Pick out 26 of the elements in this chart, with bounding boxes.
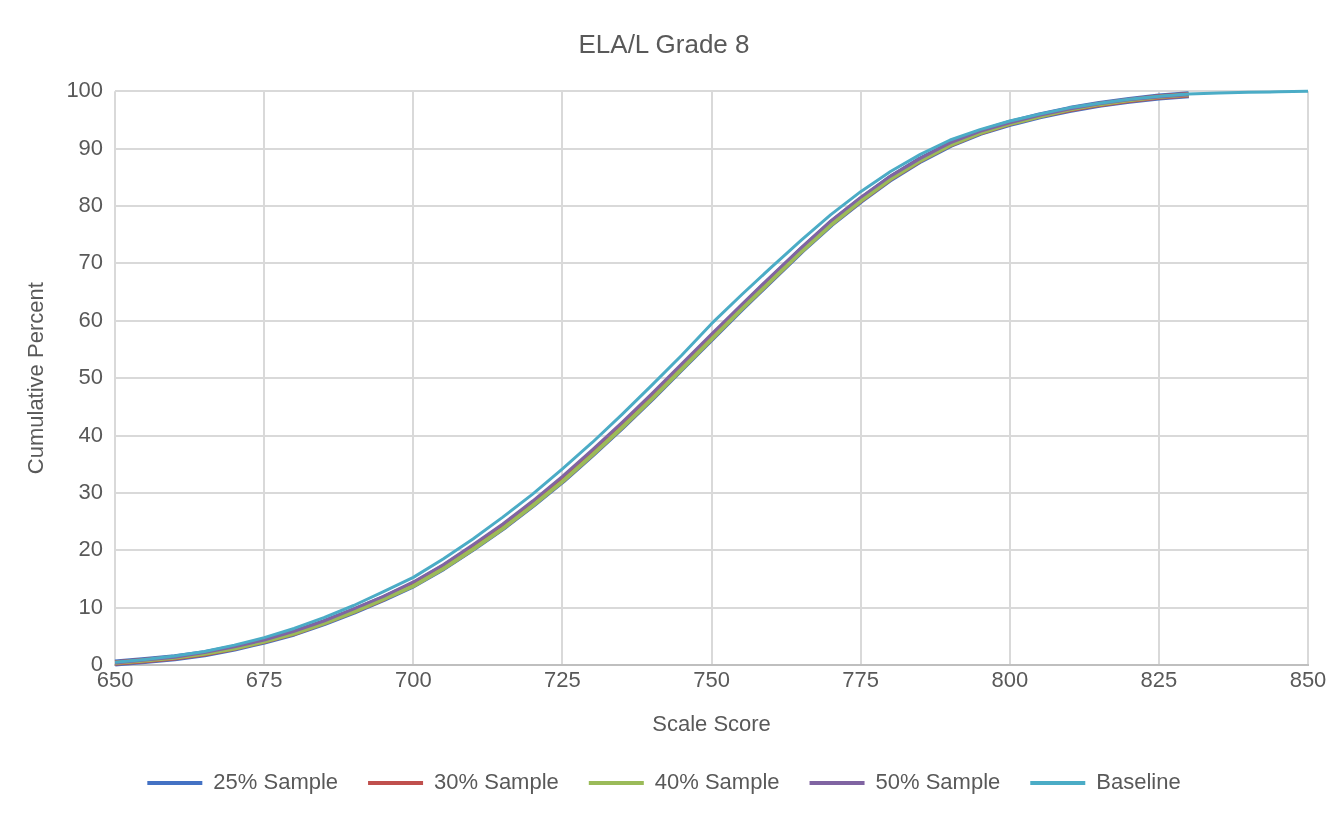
y-tick-label: 90 [78, 134, 104, 160]
x-axis-title: Scale Score [652, 710, 771, 736]
y-tick-label: 30 [78, 479, 104, 505]
x-tick-label: 850 [1289, 667, 1327, 693]
y-tick-label: 50 [78, 364, 104, 390]
legend-label: 50% Sample [875, 769, 1001, 795]
legend-label: Baseline [1096, 769, 1181, 795]
x-tick-label: 775 [842, 667, 880, 693]
legend-label: 30% Sample [434, 769, 559, 795]
y-tick-label: 100 [66, 77, 104, 103]
legend-label: 40% Sample [654, 769, 780, 795]
x-tick-label: 750 [693, 667, 730, 693]
x-tick-label: 725 [544, 667, 581, 693]
legend-label: 25% Sample [213, 769, 339, 795]
y-tick-label: 80 [78, 192, 104, 218]
chart-title: ELA/L Grade 8 [578, 28, 750, 59]
x-tick-label: 700 [394, 667, 432, 693]
y-tick-label: 20 [78, 536, 104, 562]
y-tick-label: 60 [78, 306, 104, 332]
x-tick-label: 675 [245, 667, 283, 693]
x-tick-label: 825 [1140, 667, 1178, 693]
y-tick-label: 10 [78, 593, 104, 619]
x-tick-label: 800 [991, 667, 1029, 693]
y-axis-title: Cumulative Percent [23, 282, 49, 475]
y-tick-label: 40 [78, 421, 104, 447]
y-tick-label: 70 [78, 249, 104, 275]
